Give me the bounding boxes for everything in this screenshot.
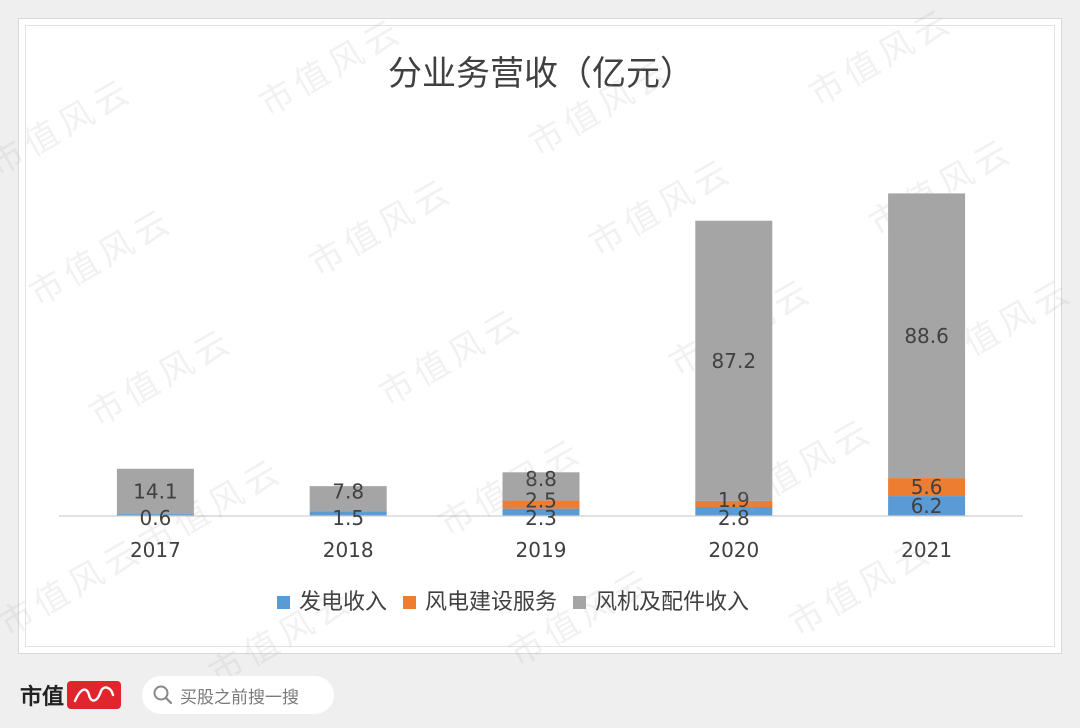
data-label: 14.1 (133, 479, 178, 503)
data-label: 88.6 (904, 324, 949, 348)
data-label: 87.2 (712, 349, 757, 373)
brand-seal-icon (67, 681, 122, 709)
brand-logo[interactable]: 市值 (20, 678, 122, 712)
data-label: 0.6 (139, 506, 171, 530)
bar-segment (309, 511, 387, 516)
legend-swatch (573, 596, 586, 609)
search-placeholder: 买股之前搜一搜 (180, 687, 299, 708)
data-label: 1.5 (332, 506, 364, 530)
legend-swatch (277, 596, 290, 609)
legend-label: 发电收入 (299, 590, 387, 615)
legend-swatch (403, 596, 416, 609)
bar-segment (888, 478, 966, 497)
chart-title: 分业务营收（亿元） (388, 54, 694, 94)
x-tick-label: 2020 (708, 538, 759, 562)
bar-segment (502, 508, 580, 516)
data-label: 2.5 (525, 489, 557, 513)
bar-segment (888, 496, 966, 516)
chart-card: 分业务营收（亿元） 0.6 14.1 2017 1.5 7.8 2018 2.3 2.5 8.8 2… (18, 18, 1062, 654)
x-tick-label: 2018 (323, 538, 374, 562)
bar-segment (116, 514, 194, 516)
data-label: 8.8 (525, 467, 557, 491)
footer-bar: 市值 买股之前搜一搜 (0, 664, 1080, 728)
data-label: 6.2 (911, 494, 943, 518)
bar-segment (116, 468, 194, 515)
bar-segment (695, 507, 773, 516)
data-label: 5.6 (911, 475, 943, 499)
brand-name: 市值 (20, 684, 65, 710)
bar-segment (695, 220, 773, 501)
x-tick-label: 2021 (901, 538, 952, 562)
x-tick-label: 2019 (516, 538, 567, 562)
legend-label: 风机及配件收入 (595, 590, 749, 615)
bar-segment (888, 193, 966, 479)
bar-segment (695, 500, 773, 508)
data-label: 2.8 (718, 506, 750, 530)
search-input[interactable]: 买股之前搜一搜 (142, 676, 334, 714)
chart-frame (25, 25, 1055, 647)
bar-segment (502, 500, 580, 509)
stacked-bar-chart: 分业务营收（亿元） 0.6 14.1 2017 1.5 7.8 2018 2.32.58.8 2… (59, 54, 1023, 615)
legend-label: 风电建设服务 (425, 590, 557, 615)
data-label: 7.8 (332, 479, 364, 503)
data-label: 2.3 (525, 506, 557, 530)
bar-segment (502, 472, 580, 501)
data-label: 1.9 (718, 488, 750, 512)
x-tick-label: 2017 (130, 538, 181, 562)
search-icon (153, 685, 173, 705)
bar-segment (309, 486, 387, 512)
